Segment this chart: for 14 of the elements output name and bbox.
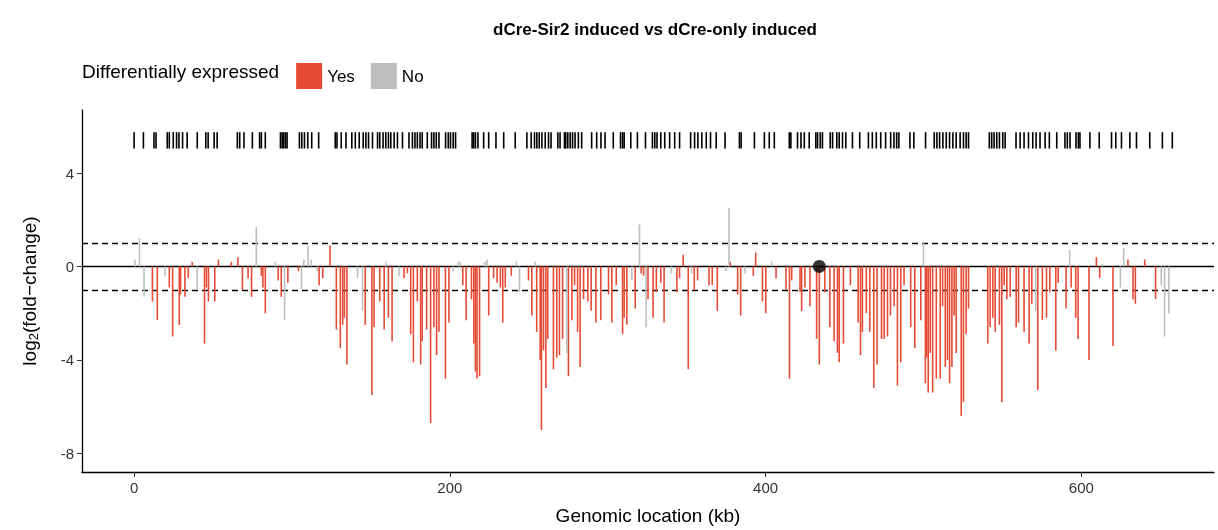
y-tick-label: 0: [65, 257, 74, 275]
x-tick-label: 0: [129, 479, 139, 496]
y-tick-label: -8: [60, 444, 74, 462]
legend-label: Yes: [327, 66, 355, 86]
y-tick-label: -4: [60, 351, 74, 369]
x-tick-label: 200: [437, 479, 463, 496]
x-tick-label: 400: [753, 479, 779, 496]
legend-label: No: [401, 66, 424, 86]
y-axis-title: log2(fold−change): [19, 216, 41, 366]
x-tick-label: 600: [1068, 479, 1094, 496]
x-axis-title: Genomic location (kb): [555, 505, 741, 526]
y-tick-label: 4: [65, 164, 74, 182]
legend-title: Differentially expressed: [82, 61, 280, 82]
chart-title: dCre-Sir2 induced vs dCre-only induced: [492, 20, 818, 39]
